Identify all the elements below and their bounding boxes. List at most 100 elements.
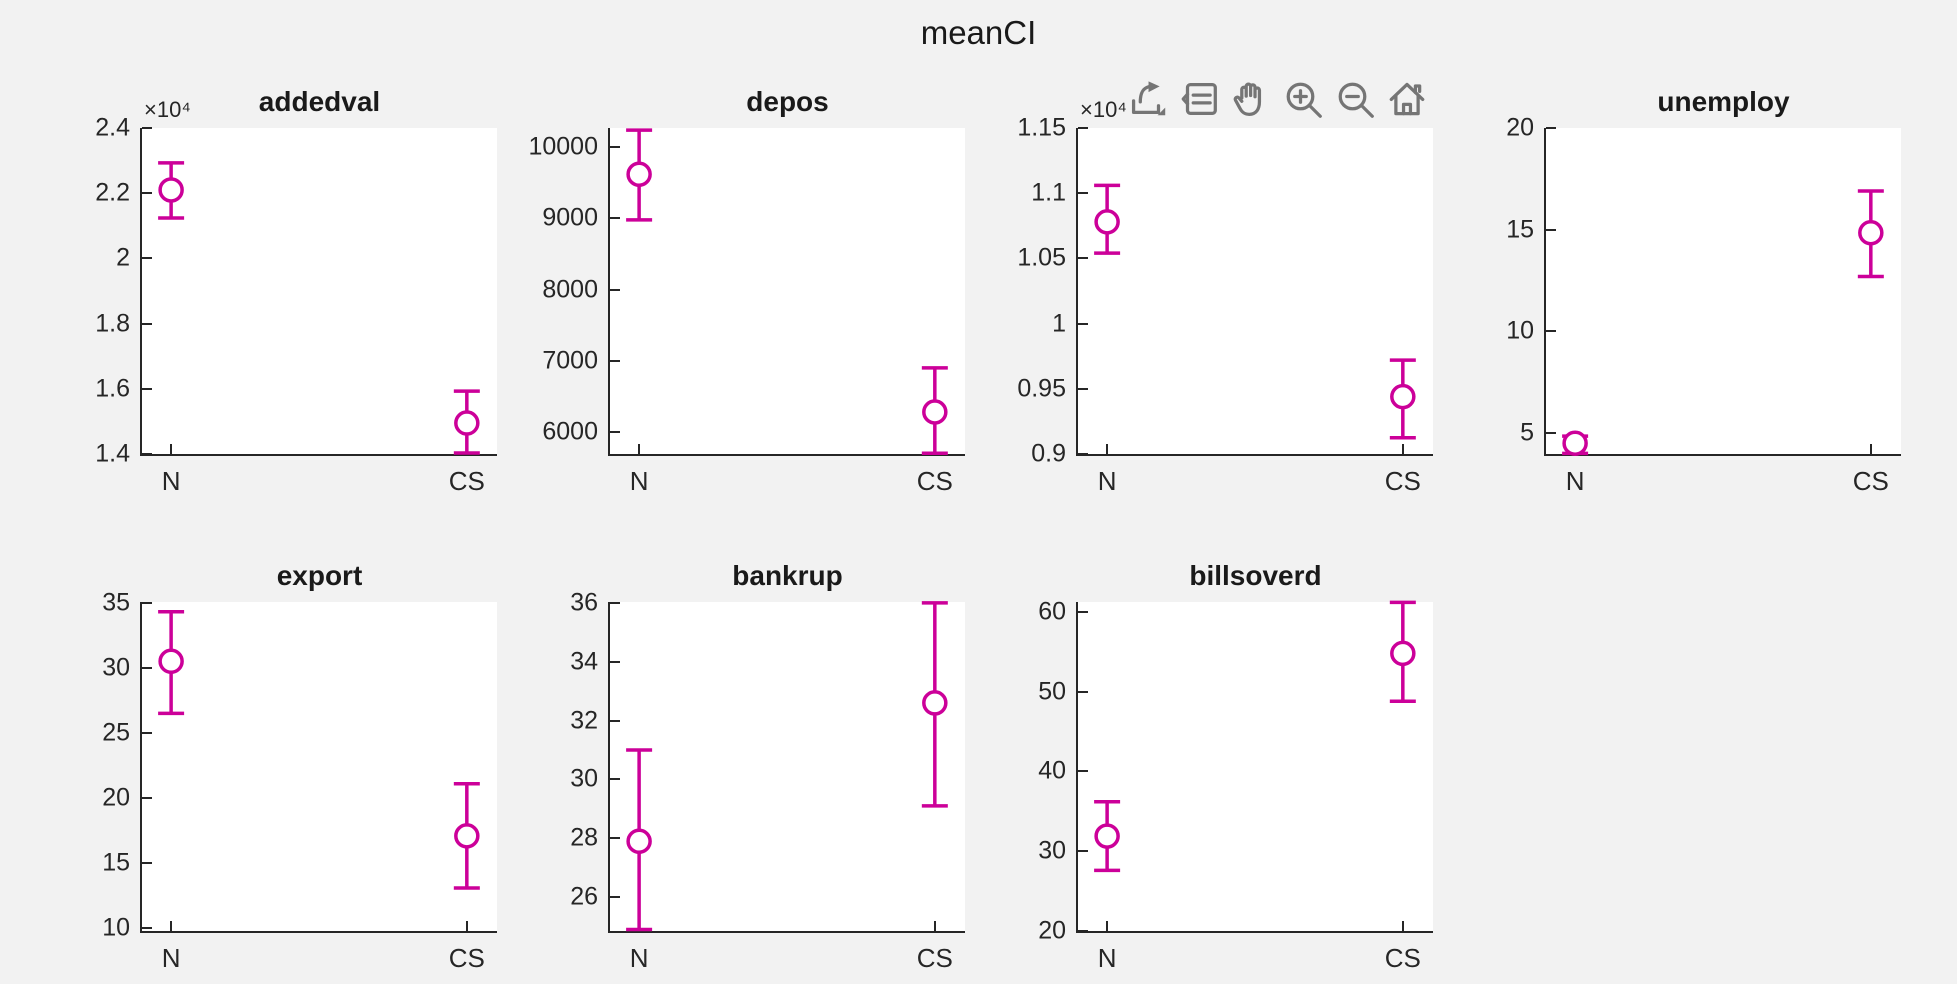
data-tips-icon [1181,82,1217,116]
subplot-billsoverd-x-tick-label-CS: CS [1384,943,1421,973]
restore-view-button[interactable] [1384,76,1430,122]
subplot-unemploy-y-tick [1546,228,1556,231]
subplot-untitled-plot-area[interactable] [1078,128,1433,454]
subplot-unemploy-errorbar-N [1562,430,1589,456]
subplot-export-y-tick-label: 25 [102,718,130,747]
zoom-in-button[interactable] [1280,76,1326,122]
subplot-unemploy-x-tick-label-CS: CS [1852,466,1889,496]
subplot-addedval-title: addedval [258,86,381,117]
subplot-depos-y-tick-label: 6000 [542,417,598,446]
subplot-bankrup-y-tick [610,778,620,781]
subplot-unemploy-x-tick-label-N: N [1565,466,1585,496]
subplot-billsoverd-x-tick [1401,921,1404,931]
subplot-addedval-y-tick [142,127,152,129]
subplot-depos-y-tick-label: 9000 [542,203,598,232]
subplot-export-y-tick [142,601,152,604]
subplot-bankrup-errorbars [626,601,948,932]
pan-button[interactable] [1228,76,1274,122]
subplot-bankrup-y-tick [610,660,620,663]
subplot-export-y-tick-label: 10 [102,913,130,942]
subplot-bankrup-x-tick [933,921,936,931]
subplot-depos-x-tick-label-CS: CS [916,466,953,496]
data-tips-button[interactable] [1176,76,1222,122]
zoom-out-button[interactable] [1332,76,1378,122]
subplot-unemploy-y-tick [1546,432,1556,435]
subplot-export-y-tick-label: 35 [102,588,130,617]
subplot-addedval-y-tick-label: 2 [116,243,130,272]
subplot-depos-plot-area[interactable] [610,128,965,454]
subplot-untitled-x-tick [1106,444,1109,454]
subplot-bankrup-y-axis [608,602,610,933]
subplot-addedval-exponent-label: ×10⁴ [144,97,191,122]
subplot-billsoverd-plot-area[interactable] [1078,602,1433,931]
subplot-billsoverd-y-tick-label: 40 [1038,756,1066,785]
subplot-unemploy-plot-area[interactable] [1546,128,1901,454]
subplot-depos-y-tick-label: 10000 [528,132,598,161]
subplot-unemploy-y-tick [1546,127,1556,129]
subplot-export-plot-area[interactable] [142,602,497,931]
subplot-depos-y-tick [610,359,620,362]
subplot-export-y-tick-label: 15 [102,848,130,877]
subplot-unemploy-x-axis [1544,454,1901,456]
subplot-depos-y-tick [610,430,620,433]
subplot-export-y-tick [142,731,152,734]
subplot-export-y-tick [142,927,152,930]
subplot-addedval-y-tick-label: 2.2 [95,178,130,207]
subplot-addedval-y-tick-label: 1.8 [95,309,130,338]
subplot-export-y-tick [142,666,152,669]
subplot-depos-errorbar-N [626,128,653,222]
zoom-in-icon [1286,82,1322,118]
subplot-billsoverd-y-tick-label: 30 [1038,836,1066,865]
subplot-untitled-x-tick [1401,444,1404,454]
subplot-untitled-x-axis [1076,454,1433,456]
subplot-export-errorbars [158,610,480,890]
subplot-unemploy-y-tick-label: 10 [1506,316,1534,345]
subplot-depos-x-axis [608,454,965,456]
subplot-untitled-errorbar-CS [1389,358,1416,440]
subplot-export-y-tick-label: 30 [102,653,130,682]
subplot-bankrup-errorbar-CS [921,601,948,808]
subplot-untitled-errorbars [1094,183,1416,440]
subplot-unemploy-y-axis [1544,128,1546,456]
subplot-untitled-y-tick-label: 1 [1052,309,1066,338]
subplot-bankrup-y-tick-label: 30 [570,764,598,793]
subplot-addedval-y-tick [142,192,152,195]
subplot-export-x-axis [140,931,497,933]
subplot-bankrup-y-tick-label: 32 [570,706,598,735]
subplot-bankrup-plot-area[interactable] [610,602,965,931]
subplot-untitled-y-tick [1078,322,1088,325]
subplot-export-x-tick [465,921,468,931]
subplot-billsoverd-x-axis [1076,931,1433,933]
subplot-untitled-y-tick-label: 1.15 [1017,113,1066,142]
subplot-bankrup-y-tick [610,896,620,899]
subplot-untitled-y-axis [1076,128,1078,456]
pan-icon [1233,82,1262,116]
subplot-untitled-y-tick-label: 0.9 [1031,439,1066,468]
subplot-bankrup-title: bankrup [732,560,843,591]
subplot-export-x-tick-label-CS: CS [448,943,485,973]
subplot-untitled-errorbar-N [1094,183,1121,255]
subplot-untitled-y-tick [1078,192,1088,195]
subplot-unemploy-errorbars [1562,189,1884,456]
subplot-depos-title: depos [746,86,829,117]
subplot-depos-y-tick [610,288,620,291]
subplot-billsoverd-y-tick-label: 50 [1038,677,1066,706]
subplot-depos-y-tick [610,146,620,149]
subplot-billsoverd-y-tick [1078,770,1088,773]
subplot-addedval-plot-area[interactable] [142,128,497,454]
subplot-addedval-errorbars [158,161,480,455]
export-button[interactable] [1124,76,1170,122]
subplot-billsoverd-y-tick-label: 60 [1038,597,1066,626]
subplot-untitled-y-tick [1078,453,1088,455]
subplot-billsoverd-y-tick [1078,930,1088,932]
subplot-depos-x-tick-label-N: N [629,466,649,496]
subplot-export-x-tick [170,921,173,931]
subplot-untitled-y-tick-label: 1.05 [1017,243,1066,272]
subplot-depos-errorbars [626,128,948,456]
subplot-billsoverd-y-tick [1078,850,1088,853]
subplot-export-y-tick [142,797,152,800]
subplot-bankrup-y-tick [610,601,620,604]
subplot-addedval-y-tick [142,257,152,260]
subplot-bankrup-y-tick [610,719,620,722]
subplot-untitled-exponent-label: ×10⁴ [1080,97,1127,122]
